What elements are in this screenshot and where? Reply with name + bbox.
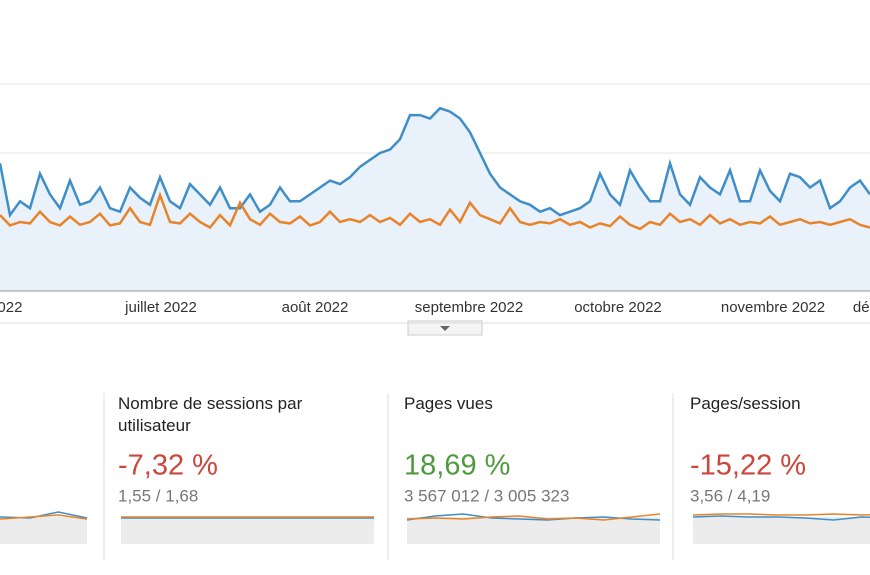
card-title-line: Pages/session [690, 394, 801, 413]
sparkline-bg [121, 517, 374, 544]
card-compare: 1,55 / 1,68 [118, 486, 198, 505]
card-title: Pages/session [690, 394, 801, 413]
x-tick-label: septembre 2022 [415, 299, 523, 316]
area-fill [0, 108, 870, 291]
sparkline-bg [407, 517, 660, 544]
sparkline [0, 511, 88, 519]
card-change: -7,32 % [118, 450, 218, 482]
card-compare: 3 567 012 / 3 005 323 [404, 486, 569, 505]
card-change: 18,69 % [404, 450, 510, 482]
sparkline [692, 515, 870, 521]
card-change: -15,22 % [690, 450, 806, 482]
card-title-line: utilisateur [118, 416, 191, 435]
card-compare: 3,56 / 4,19 [690, 486, 770, 505]
sparkline [692, 513, 870, 516]
x-tick-label: juin 2022 [0, 299, 22, 316]
sparkline-bg [0, 517, 87, 544]
card-title: Pages vues [404, 394, 493, 413]
sparkline [0, 514, 88, 520]
card-title-line: Pages vues [404, 394, 493, 413]
x-tick-label: octobre 2022 [574, 299, 662, 316]
series-line [0, 191, 870, 231]
card-title: Nombre de sessions par utilisateur [118, 394, 303, 435]
x-tick-label: août 2022 [282, 299, 349, 316]
series-line [0, 106, 870, 219]
x-tick-label: novembre 2022 [721, 299, 825, 316]
sparkline-bg [693, 517, 870, 544]
expand-icon [440, 326, 450, 331]
x-tick-label: juillet 2022 [124, 299, 197, 316]
card-title-line: Nombre de sessions par [118, 394, 303, 413]
x-tick-label: décembre 2022 [853, 299, 870, 316]
sparkline [406, 513, 661, 521]
